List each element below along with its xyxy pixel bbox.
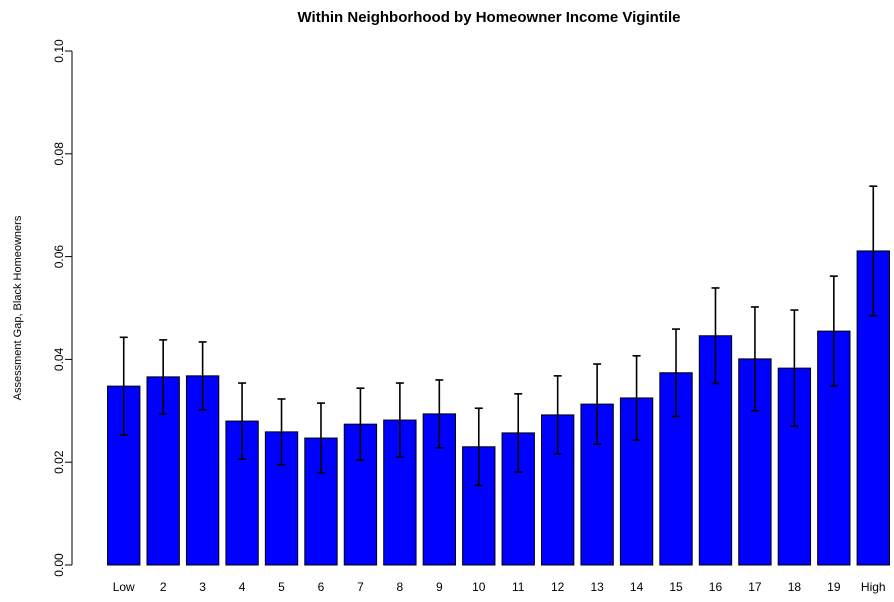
error-bar <box>316 402 325 474</box>
bar <box>856 250 890 566</box>
error-bar <box>238 382 247 460</box>
error-bar <box>277 398 286 466</box>
x-tick-label: 11 <box>512 580 525 594</box>
x-tick-label: 10 <box>472 580 486 594</box>
error-bar <box>395 382 404 458</box>
x-tick-label: 3 <box>199 580 206 594</box>
error-bar <box>593 363 602 446</box>
x-tick-label: 13 <box>590 580 604 594</box>
y-tick-label: 0.00 <box>52 553 66 577</box>
x-tick-label: 9 <box>436 580 443 594</box>
y-tick-label: 0.10 <box>52 39 66 63</box>
error-bar <box>356 387 365 461</box>
error-bar <box>159 339 168 415</box>
y-tick-label: 0.04 <box>52 347 66 371</box>
x-tick-label: 19 <box>827 580 841 594</box>
x-tick-label: 5 <box>278 580 285 594</box>
error-bar <box>632 355 641 441</box>
error-bar <box>829 275 838 387</box>
x-tick-label: 16 <box>709 580 723 594</box>
chart-title: Within Neighborhood by Homeowner Income … <box>298 9 681 26</box>
y-tick-label: 0.06 <box>52 245 66 269</box>
x-tick-label: 8 <box>397 580 404 594</box>
x-tick-label: 14 <box>630 580 644 594</box>
x-tick-label: 18 <box>788 580 802 594</box>
error-bar <box>474 407 483 487</box>
y-tick-label: 0.02 <box>52 450 66 474</box>
error-bar <box>435 379 444 449</box>
x-tick-label: 12 <box>551 580 565 594</box>
error-bar <box>790 309 799 428</box>
error-bar <box>711 287 720 385</box>
error-bar <box>514 393 523 473</box>
error-bar <box>198 341 207 411</box>
x-tick-label: 6 <box>318 580 325 594</box>
x-tick-label: High <box>861 580 886 594</box>
x-tick-label: 17 <box>748 580 762 594</box>
error-bar <box>750 306 759 412</box>
y-axis-label: Assessment Gap, Black Homeowners <box>12 215 24 400</box>
x-tick-label: 7 <box>357 580 364 594</box>
error-bar <box>119 336 128 436</box>
x-tick-label: 2 <box>160 580 167 594</box>
x-tick-label: Low <box>113 580 135 594</box>
x-tick-label: 4 <box>239 580 246 594</box>
y-tick-label: 0.08 <box>52 142 66 166</box>
error-bar <box>672 328 681 418</box>
error-bar <box>553 375 562 455</box>
x-tick-label: 15 <box>669 580 683 594</box>
error-bar <box>869 185 878 317</box>
